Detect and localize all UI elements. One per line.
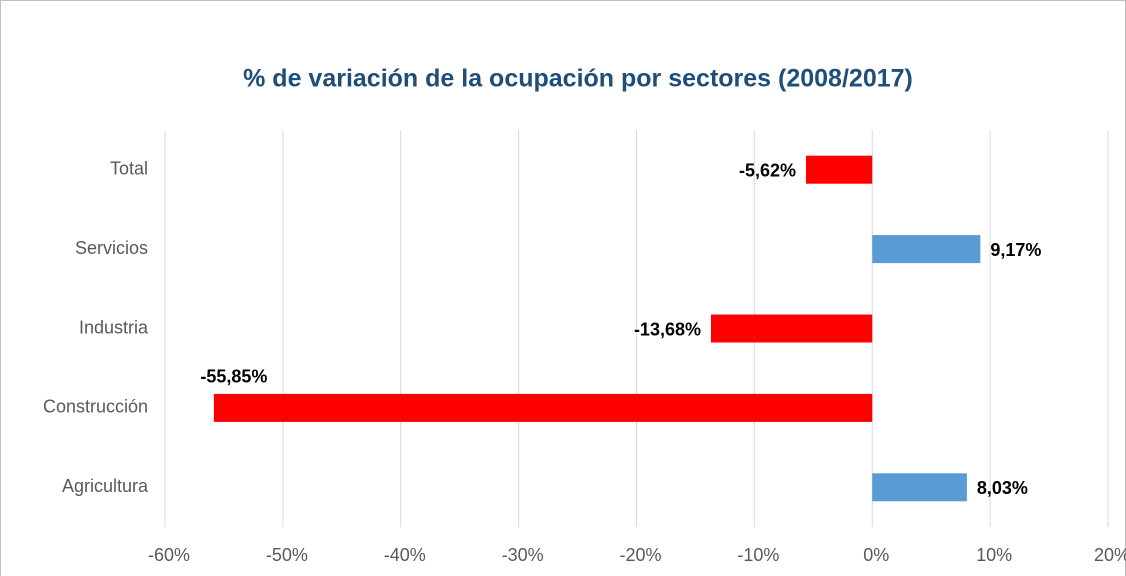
y-tick-label: Construcción	[43, 397, 148, 417]
y-tick-label: Total	[110, 158, 148, 178]
x-tick-label: 0%	[863, 545, 889, 565]
data-label: 9,17%	[990, 240, 1041, 260]
bar	[872, 473, 967, 502]
bar	[806, 155, 873, 184]
bar	[213, 393, 873, 422]
chart-title: % de variación de la ocupación por secto…	[243, 65, 913, 93]
bar	[710, 314, 873, 343]
x-tick-label: 10%	[976, 545, 1012, 565]
data-label: -55,85%	[200, 367, 267, 387]
x-tick-label: -10%	[737, 545, 779, 565]
x-tick-label: -20%	[619, 545, 661, 565]
y-tick-label: Servicios	[75, 238, 148, 258]
bar	[872, 235, 981, 264]
y-tick-label: Industria	[79, 317, 149, 337]
x-tick-label: -40%	[384, 545, 426, 565]
x-tick-label: 20%	[1094, 545, 1126, 565]
data-label: -13,68%	[634, 319, 701, 339]
y-tick-label: Agricultura	[62, 476, 149, 496]
data-label: -5,62%	[739, 160, 796, 180]
data-label: 8,03%	[977, 478, 1028, 498]
x-tick-label: -30%	[502, 545, 544, 565]
x-tick-label: -50%	[266, 545, 308, 565]
x-tick-label: -60%	[148, 545, 190, 565]
